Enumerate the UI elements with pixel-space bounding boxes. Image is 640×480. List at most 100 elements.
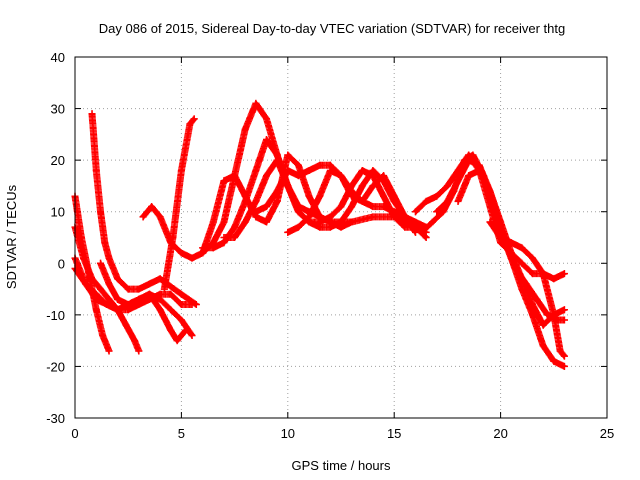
data-point xyxy=(231,234,239,241)
data-point xyxy=(169,234,177,241)
data-point xyxy=(533,295,541,303)
data-point xyxy=(560,362,568,370)
data-point xyxy=(131,337,139,345)
data-point xyxy=(422,234,430,241)
data-point xyxy=(177,249,185,257)
x-tick-label: 10 xyxy=(281,426,295,441)
data-point xyxy=(401,213,409,221)
data-point xyxy=(105,295,113,303)
data-point xyxy=(305,192,313,200)
data-point xyxy=(486,187,494,195)
data-point xyxy=(316,161,324,169)
data-point xyxy=(518,285,526,293)
data-point xyxy=(156,295,164,303)
data-point xyxy=(209,244,217,252)
data-point xyxy=(252,197,260,205)
series-arc13 xyxy=(284,166,419,236)
data-point xyxy=(263,115,271,123)
data-point xyxy=(145,280,153,288)
data-point xyxy=(177,166,185,174)
data-point xyxy=(156,275,164,283)
series-arc4 xyxy=(88,110,200,309)
data-point xyxy=(114,295,122,303)
data-point xyxy=(105,254,113,262)
data-point xyxy=(486,218,494,226)
y-tick-label: 0 xyxy=(58,256,65,271)
data-point xyxy=(177,290,185,298)
data-point xyxy=(337,218,345,226)
data-point xyxy=(252,166,260,174)
data-point xyxy=(273,197,281,205)
data-point xyxy=(326,213,334,221)
series-arc11 xyxy=(220,156,419,241)
data-point xyxy=(241,218,249,226)
data-point xyxy=(529,311,537,319)
data-point xyxy=(326,166,334,174)
data-point xyxy=(252,208,260,216)
data-point xyxy=(263,218,271,226)
data-point xyxy=(411,218,419,226)
data-point xyxy=(497,223,505,231)
y-tick-label: 40 xyxy=(51,50,65,65)
data-point xyxy=(401,223,409,231)
data-point xyxy=(294,172,302,180)
x-axis-label: GPS time / hours xyxy=(292,458,391,473)
data-point xyxy=(92,295,100,303)
data-point xyxy=(241,197,249,205)
data-point xyxy=(92,166,100,174)
y-tick-label: -10 xyxy=(46,308,65,323)
data-point xyxy=(167,290,175,298)
data-point xyxy=(550,357,558,365)
data-point xyxy=(539,342,547,350)
data-point xyxy=(475,166,483,174)
data-point xyxy=(348,192,356,200)
data-point xyxy=(101,239,109,247)
data-point xyxy=(529,270,537,278)
data-point xyxy=(135,285,143,293)
data-point xyxy=(88,275,96,283)
data-point xyxy=(97,259,105,267)
data-point xyxy=(99,331,107,339)
data-point xyxy=(122,321,130,329)
data-point xyxy=(380,172,388,180)
data-point xyxy=(167,326,175,334)
data-point xyxy=(380,192,388,200)
x-tick-label: 25 xyxy=(600,426,614,441)
data-point xyxy=(507,239,515,247)
data-point xyxy=(192,301,200,309)
data-point xyxy=(177,301,185,309)
data-point xyxy=(105,280,113,288)
data-point xyxy=(497,234,505,241)
data-point xyxy=(411,228,419,236)
data-point xyxy=(518,244,526,252)
data-point xyxy=(358,182,366,190)
data-point xyxy=(135,295,143,303)
y-tick-label: 20 xyxy=(51,153,65,168)
data-point xyxy=(518,259,526,267)
data-point xyxy=(305,166,313,174)
data-point xyxy=(550,275,558,283)
data-point xyxy=(433,208,441,216)
x-tick-label: 20 xyxy=(493,426,507,441)
x-tick-label: 15 xyxy=(387,426,401,441)
series-arc6 xyxy=(97,259,190,345)
data-point xyxy=(186,120,194,128)
series-arc2 xyxy=(71,223,143,355)
data-point xyxy=(105,347,113,355)
data-point xyxy=(263,172,271,180)
data-point xyxy=(465,156,473,164)
data-point xyxy=(156,306,164,314)
data-point xyxy=(124,301,132,309)
data-point xyxy=(539,270,547,278)
data-point xyxy=(369,172,377,180)
data-point xyxy=(284,151,292,159)
data-point xyxy=(156,213,164,221)
data-point xyxy=(114,306,122,314)
data-point xyxy=(88,110,96,118)
data-point xyxy=(182,326,190,334)
data-point xyxy=(263,203,271,211)
data-point xyxy=(231,172,239,180)
data-point xyxy=(82,280,90,288)
data-point xyxy=(390,208,398,216)
data-point xyxy=(358,197,366,205)
